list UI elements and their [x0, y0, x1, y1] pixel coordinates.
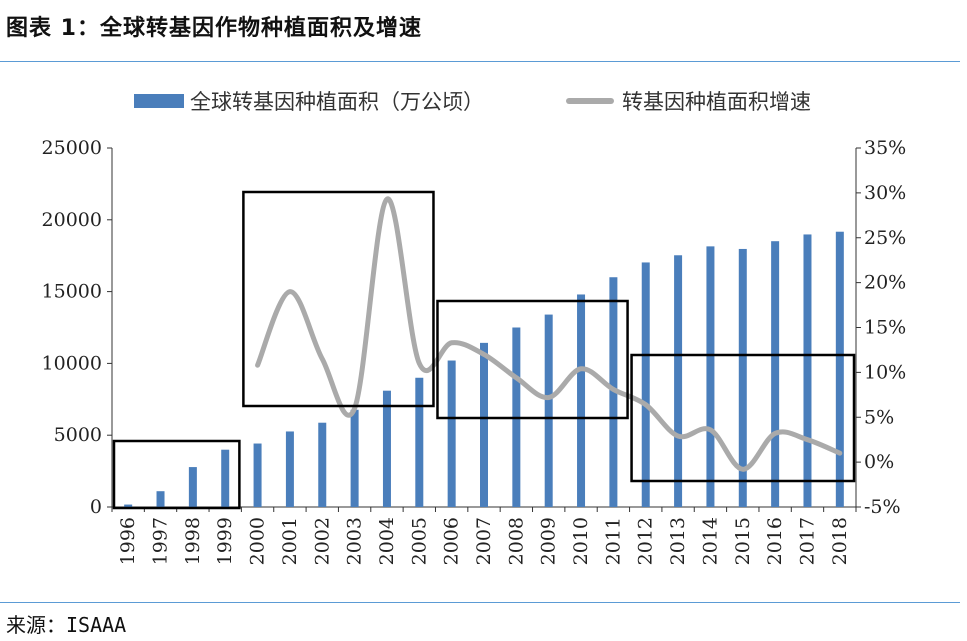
- bar-2007: [480, 342, 488, 507]
- x-tick-label: 2001: [279, 517, 301, 565]
- bar-2018: [835, 231, 844, 507]
- y-left-tick-label: 10000: [42, 352, 102, 374]
- y-left-tick-label: 20000: [42, 209, 102, 231]
- bar-2017: [803, 234, 812, 507]
- source-note: 来源：ISAAA: [6, 613, 127, 637]
- legend-label-area: 全球转基因种植面积（万公顷）: [190, 90, 484, 114]
- x-tick-label: 2008: [505, 517, 527, 565]
- x-tick-label: 2000: [247, 517, 269, 565]
- bar-2003: [350, 409, 359, 507]
- y-right-tick-label: 15%: [864, 317, 906, 339]
- highlight-box-1996-1999: [112, 439, 241, 510]
- bar-1998: [188, 467, 197, 507]
- highlight-box-2006-2011: [436, 299, 629, 420]
- bar-2016: [771, 241, 780, 507]
- bar-2010: [577, 294, 586, 507]
- y-left-tick-label: 5000: [54, 424, 102, 446]
- legend-label-growth: 转基因种植面积增速: [622, 90, 811, 114]
- y-right-tick-label: 30%: [864, 182, 906, 204]
- y-right-tick-label: 10%: [864, 361, 906, 383]
- x-tick-label: 2009: [538, 517, 560, 565]
- bar-2006: [447, 360, 456, 507]
- bar-2002: [318, 422, 327, 507]
- bar-2013: [674, 255, 683, 507]
- bar-2014: [706, 246, 715, 507]
- x-tick-label: 1999: [214, 517, 236, 565]
- x-tick-label: 2003: [344, 517, 366, 565]
- x-tick-label: 1996: [117, 517, 139, 565]
- legend-item-growth: 转基因种植面积增速: [566, 86, 811, 116]
- x-tick-label: 2014: [699, 517, 721, 565]
- highlight-box-2000-2005: [242, 190, 435, 408]
- x-tick-label: 2010: [570, 517, 592, 565]
- legend-bar-swatch: [134, 94, 184, 108]
- x-tick-label: 2018: [829, 517, 851, 565]
- highlight-box-2012-2018: [630, 353, 856, 483]
- y-left-tick-label: 25000: [42, 137, 102, 159]
- bar-1996: [124, 504, 133, 507]
- x-tick-label: 2002: [311, 517, 333, 565]
- x-tick-label: 2007: [473, 517, 495, 565]
- y-right-tick-label: -5%: [864, 496, 901, 518]
- legend-line-swatch: [566, 98, 614, 104]
- bar-2001: [285, 431, 294, 507]
- y-right-tick-label: 35%: [864, 137, 906, 159]
- bar-2012: [641, 262, 650, 507]
- x-tick-label: 1998: [182, 517, 204, 565]
- legend-item-area: 全球转基因种植面积（万公顷）: [134, 86, 484, 116]
- bar-2015: [738, 248, 747, 507]
- bar-1999: [221, 449, 230, 507]
- bar-2004: [382, 390, 391, 507]
- y-right-tick-label: 20%: [864, 272, 906, 294]
- figure-title: 图表 1：全球转基因作物种植面积及增速: [6, 16, 422, 41]
- x-tick-label: 2013: [667, 517, 689, 565]
- x-tick-label: 2017: [796, 517, 818, 565]
- bar-1997: [156, 491, 165, 507]
- x-tick-label: 2015: [732, 517, 754, 565]
- x-tick-label: 2004: [376, 517, 398, 565]
- x-tick-label: 2005: [408, 517, 430, 565]
- y-left-tick-label: 0: [90, 496, 102, 518]
- x-tick-label: 2011: [602, 517, 624, 565]
- bar-2009: [544, 314, 553, 507]
- x-tick-label: 1997: [150, 517, 172, 565]
- y-left-tick-label: 15000: [42, 281, 102, 303]
- chart-legend: 全球转基因种植面积（万公顷） 转基因种植面积增速: [0, 86, 967, 114]
- x-tick-label: 2012: [635, 517, 657, 565]
- bottom-divider: [0, 602, 960, 603]
- x-tick-label: 2016: [764, 517, 786, 565]
- y-right-tick-label: 5%: [864, 406, 894, 428]
- y-right-tick-label: 0%: [864, 451, 894, 473]
- y-right-tick-label: 25%: [864, 227, 906, 249]
- bar-2000: [253, 443, 262, 507]
- bar-2005: [415, 377, 424, 507]
- x-tick-label: 2006: [441, 517, 463, 565]
- top-divider: [0, 61, 960, 62]
